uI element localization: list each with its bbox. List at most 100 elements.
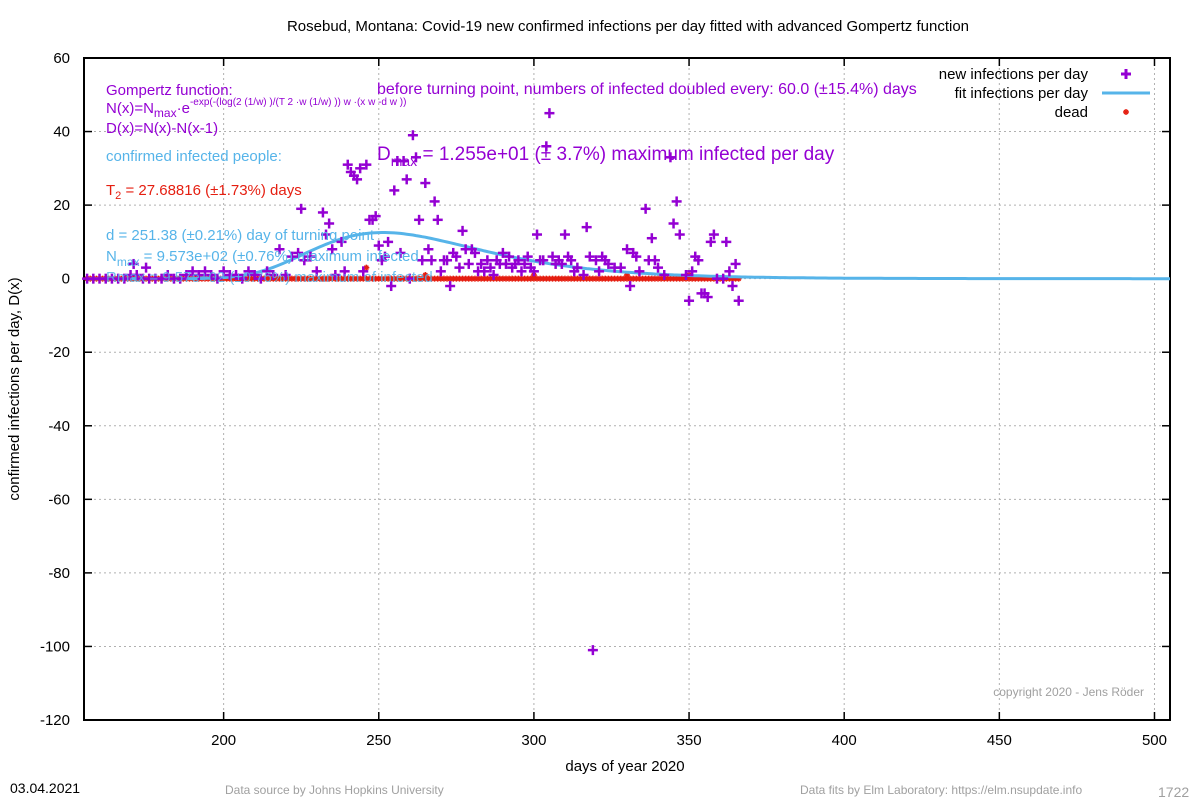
infection-point: [442, 255, 453, 266]
nmax-text: Nmax = 9.573e+02 (±0.76%) maximum infect…: [106, 248, 419, 269]
infection-point: [383, 236, 394, 247]
y-tick-label: -60: [48, 491, 70, 508]
x-tick-label: 350: [677, 732, 702, 749]
infection-point: [336, 236, 347, 247]
infection-point: [587, 645, 598, 656]
infection-point: [559, 229, 570, 240]
infection-point: [156, 273, 167, 284]
infection-point: [280, 269, 291, 280]
infection-point: [274, 244, 285, 255]
infection-point: [479, 266, 490, 277]
infection-point: [504, 251, 515, 262]
infection-point: [454, 262, 465, 273]
infection-point: [451, 251, 462, 262]
y-tick-label: -40: [48, 418, 70, 435]
infection-point: [653, 262, 664, 273]
y-axis-label: confirmed infections per day, D(x): [6, 277, 23, 500]
plot-area: [83, 57, 1171, 721]
infection-point: [674, 229, 685, 240]
dmax-text: Dmax = 1.255e+01 (± 3.7%) maximum infect…: [377, 144, 835, 169]
chart-title: Rosebud, Montana: Covid-19 new confirmed…: [287, 18, 969, 35]
infection-point: [398, 155, 409, 166]
infection-point: [572, 262, 583, 273]
x-tick-label: 300: [521, 732, 546, 749]
infection-point: [541, 141, 552, 152]
infection-point: [435, 266, 446, 277]
infection-point: [469, 247, 480, 258]
infection-point: [339, 266, 350, 277]
infection-point: [370, 211, 381, 222]
infection-point: [321, 229, 332, 240]
infection-point: [556, 258, 567, 269]
infection-point: [141, 262, 152, 273]
infection-point: [358, 266, 369, 277]
y-tick-label: 60: [53, 50, 70, 67]
infection-point: [218, 266, 229, 277]
infection-point: [693, 255, 704, 266]
infection-point: [426, 255, 437, 266]
infection-point: [584, 251, 595, 262]
legend-marker-dead: [1123, 109, 1129, 115]
infection-point: [702, 292, 713, 303]
infection-point: [373, 240, 384, 251]
infection-point: [200, 266, 211, 277]
infection-point: [296, 203, 307, 214]
infection-point: [249, 269, 260, 280]
infection-point: [522, 251, 533, 262]
infection-point: [286, 251, 297, 262]
legend-label-infections: new infections per day: [939, 66, 1089, 83]
infection-point: [538, 255, 549, 266]
infection-point: [355, 163, 366, 174]
x-axis-label: days of year 2020: [565, 758, 684, 775]
infection-point: [299, 255, 310, 266]
infection-point: [649, 255, 660, 266]
copyright-text: copyright 2020 - Jens Röder: [993, 685, 1144, 699]
infection-point: [544, 108, 555, 119]
infection-point: [482, 255, 493, 266]
infection-point: [417, 255, 428, 266]
infection-point: [181, 269, 192, 280]
infection-point: [733, 295, 744, 306]
infection-point: [404, 273, 415, 284]
infection-point: [423, 244, 434, 255]
infection-point: [389, 185, 400, 196]
d-text: d = 251.38 (±0.21%) day of turning point: [106, 227, 375, 244]
infection-point: [528, 266, 539, 277]
infection-point: [516, 266, 527, 277]
infection-point: [432, 214, 443, 225]
infection-point: [646, 233, 657, 244]
infection-point: [305, 251, 316, 262]
legend-label-dead: dead: [1055, 104, 1088, 121]
gompertz-label: Gompertz function:: [106, 82, 233, 99]
infection-point: [590, 255, 601, 266]
doubling-text: before turning point, numbers of infecte…: [377, 81, 917, 98]
infection-point: [342, 159, 353, 170]
infection-point: [429, 196, 440, 207]
infection-point: [671, 196, 682, 207]
infection-point: [231, 269, 242, 280]
infection-point: [128, 258, 139, 269]
d-formula: D(x)=N(x)-N(x-1): [106, 120, 218, 137]
infection-point: [500, 258, 511, 269]
infection-point: [615, 262, 626, 273]
x-tick-label: 400: [832, 732, 857, 749]
infection-point: [262, 266, 273, 277]
infection-point: [730, 258, 741, 269]
y-tick-label: -80: [48, 565, 70, 582]
infection-point: [668, 218, 679, 229]
infection-point: [457, 225, 468, 236]
infection-point: [603, 258, 614, 269]
infection-point: [476, 258, 487, 269]
y-tick-label: 0: [62, 271, 70, 288]
y-tick-label: -120: [40, 712, 70, 729]
infection-point: [193, 269, 204, 280]
footer-counter: 1722: [1158, 784, 1189, 800]
infection-point: [187, 266, 198, 277]
infection-point: [547, 251, 558, 262]
x-tick-label: 250: [366, 732, 391, 749]
infection-point: [407, 130, 418, 141]
infection-point: [659, 269, 670, 280]
footer-source: Data source by Johns Hopkins University: [225, 783, 444, 797]
infection-point: [293, 247, 304, 258]
infection-point: [131, 269, 142, 280]
